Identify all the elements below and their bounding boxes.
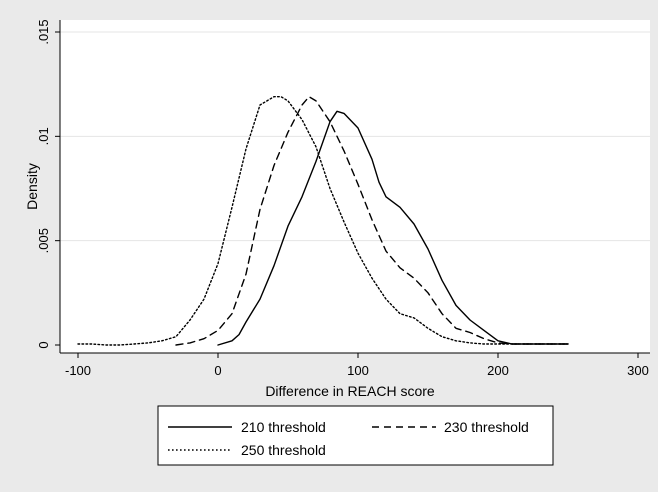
legend-label-2: 230 threshold: [444, 419, 529, 435]
x-axis-label: Difference in REACH score: [265, 383, 435, 399]
plot-area: [60, 20, 650, 353]
y-axis-label: Density: [24, 163, 40, 210]
gridlines: [60, 31, 650, 242]
series-line-1: [217, 110, 569, 346]
axes: 0 .005 .01 .015 -100 0 100 200 300: [36, 19, 650, 378]
legend-label-1: 210 threshold: [241, 419, 326, 435]
y-tick-label-3: .015: [36, 19, 51, 44]
legend-box: [157, 405, 554, 466]
legend: 210 threshold 230 threshold 250 threshold: [157, 405, 554, 466]
legend-label-3: 250 threshold: [241, 442, 326, 458]
y-tick-label-2: .01: [36, 127, 51, 145]
x-tick-label-3: 200: [487, 363, 509, 378]
y-tick-label-1: .005: [36, 228, 51, 253]
x-tick-label-0: -100: [65, 363, 91, 378]
x-tick-label-1: 0: [214, 363, 221, 378]
y-tick-label-0: 0: [36, 341, 51, 348]
series-line-2: [175, 96, 569, 346]
series-line-3: [77, 96, 569, 346]
x-tick-label-4: 300: [627, 363, 649, 378]
series-lines: [77, 96, 569, 346]
x-tick-label-2: 100: [347, 363, 369, 378]
